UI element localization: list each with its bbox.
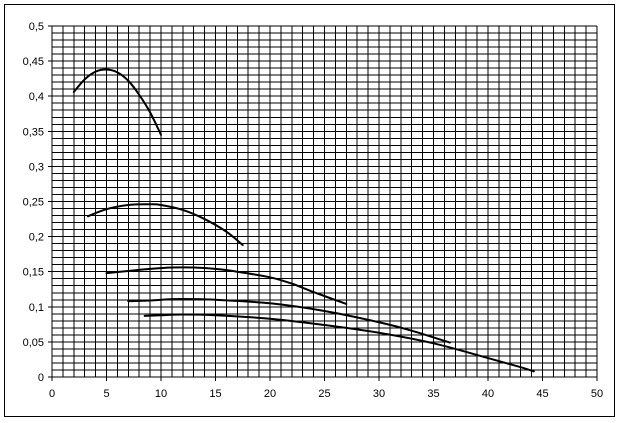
y-tick-label: 0,35: [23, 126, 44, 138]
y-tick-label: 0,25: [23, 197, 44, 209]
y-tick-label: 0,15: [23, 267, 44, 279]
x-tick-label: 45: [536, 388, 548, 400]
x-tick-label: 25: [318, 388, 330, 400]
x-tick-label: 0: [49, 388, 55, 400]
x-tick-label: 40: [482, 388, 494, 400]
series-line-3: [105, 266, 348, 305]
y-tick-label: 0: [38, 372, 44, 384]
x-tick-label: 30: [373, 388, 385, 400]
x-tick-label: 5: [103, 388, 109, 400]
y-tick-label: 0,2: [29, 232, 44, 244]
x-tick-label: 10: [155, 388, 167, 400]
x-tick-label: 20: [264, 388, 276, 400]
x-tick-label: 35: [427, 388, 439, 400]
x-tick-label: 15: [209, 388, 221, 400]
x-tick-label: 50: [591, 388, 603, 400]
y-tick-label: 0,3: [29, 161, 44, 173]
series-line-1: [72, 68, 162, 136]
y-tick-label: 0,5: [29, 21, 44, 33]
series-line-2: [86, 203, 244, 247]
y-tick-label: 0,45: [23, 56, 44, 68]
y-tick-label: 0,1: [29, 302, 44, 314]
y-tick-label: 0,05: [23, 337, 44, 349]
y-tick-label: 0,4: [29, 91, 44, 103]
series-line-5: [143, 313, 535, 373]
series-line-4: [127, 297, 451, 344]
